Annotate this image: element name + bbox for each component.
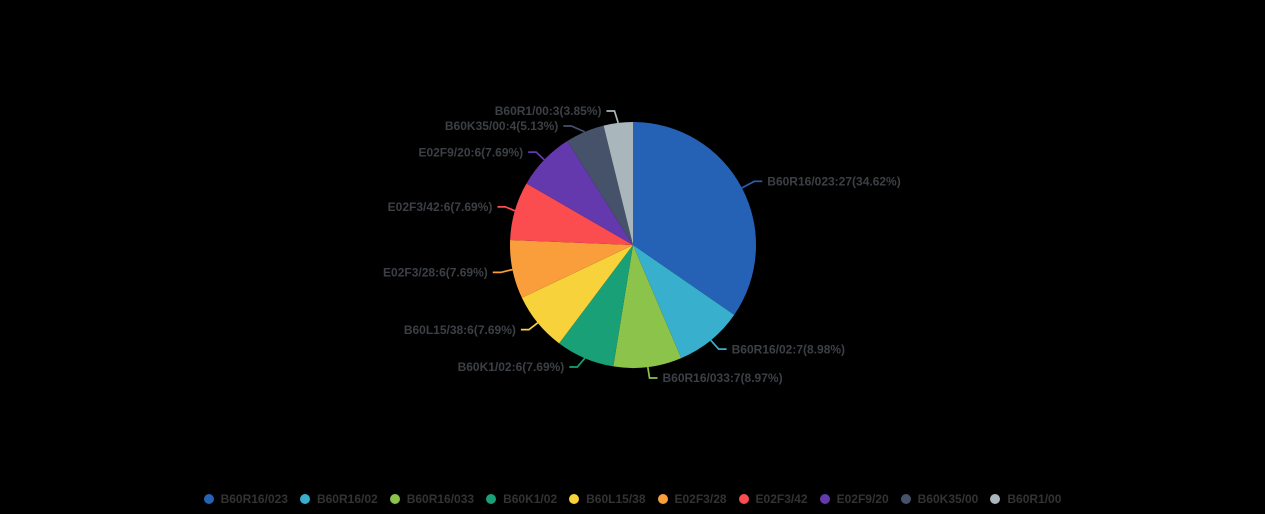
pie-label-E02F3/28: E02F3/28:6(7.69%) [383,266,488,280]
pie-label-B60R16/023: B60R16/023:27(34.62%) [767,175,900,189]
legend-label: B60R16/033 [406,492,475,506]
pie-slice-B60R16/02[interactable] [633,245,735,359]
label-line-B60K35/00 [563,125,586,133]
legend-label: B60R1/00 [1007,492,1062,506]
pie-slice-B60L15/38[interactable] [521,245,633,344]
pie-label-B60R1/00: B60R1/00:3(3.85%) [495,104,602,118]
label-line-B60K1/02 [569,357,586,368]
pie-slice-E02F9/20[interactable] [526,141,633,245]
label-line-B60L15/38 [520,322,539,331]
legend-dot-icon [486,494,497,504]
pie-label-B60R16/02: B60R16/02:7(8.98%) [732,342,845,356]
label-line-B60R16/02 [710,339,727,350]
legend-item-E02F3/28[interactable]: E02F3/28 [657,492,727,506]
label-line-E02F9/20 [528,151,545,161]
pie-label-E02F3/42: E02F3/42:6(7.69%) [388,200,493,214]
legend: B60R16/023 B60R16/02 B60R16/033 B60K1/02 B60… [0,492,1265,506]
pie-label-E02F9/20: E02F9/20:6(7.69%) [418,145,523,159]
legend-dot-icon [657,494,668,504]
legend-label: B60L15/38 [586,492,646,506]
label-line-B60R16/023 [741,180,763,189]
legend-label: E02F9/20 [836,492,889,506]
legend-item-B60L15/38[interactable]: B60L15/38 [569,492,646,506]
legend-dot-icon [569,494,580,504]
label-line-E02F3/28 [492,268,513,274]
pie-slice-B60K1/02[interactable] [559,245,633,367]
legend-label: E02F3/28 [674,492,727,506]
pie-slice-B60R1/00[interactable] [603,122,633,245]
legend-item-B60R16/033[interactable]: B60R16/033 [389,492,475,506]
label-line-E02F3/42 [497,206,516,212]
pie-label-B60K1/02: B60K1/02:6(7.69%) [458,360,565,374]
legend-item-E02F9/20[interactable]: E02F9/20 [819,492,889,506]
label-line-B60R1/00 [606,110,619,124]
legend-item-B60R16/023[interactable]: B60R16/023 [203,492,288,506]
pie-label-B60L15/38: B60L15/38:6(7.69%) [404,323,516,337]
pie-label-B60R16/033: B60R16/033:7(8.97%) [663,371,783,385]
legend-item-B60K35/00[interactable]: B60K35/00 [900,492,979,506]
label-line-B60R16/033 [646,366,658,379]
pie-slice-E02F3/42[interactable] [510,183,633,246]
pie-slice-B60K35/00[interactable] [567,125,633,245]
legend-dot-icon [203,494,214,504]
legend-dot-icon [819,494,830,504]
legend-dot-icon [738,494,749,504]
pie-slice-B60R16/023[interactable] [633,122,756,315]
legend-item-B60K1/02[interactable]: B60K1/02 [486,492,557,506]
legend-item-B60R16/02[interactable]: B60R16/02 [299,492,378,506]
legend-item-E02F3/42[interactable]: E02F3/42 [738,492,808,506]
pie-label-B60K35/00: B60K35/00:4(5.13%) [445,119,558,133]
legend-dot-icon [299,494,310,504]
legend-label: B60R16/023 [220,492,288,506]
legend-label: B60R16/02 [316,492,378,506]
legend-dot-icon [990,494,1001,504]
pie-slice-B60R16/033[interactable] [613,245,682,369]
legend-item-B60R1/00[interactable]: B60R1/00 [990,492,1061,506]
legend-label: E02F3/42 [755,492,808,506]
legend-label: B60K35/00 [917,492,979,506]
legend-dot-icon [389,494,400,504]
legend-label: B60K1/02 [503,492,558,506]
pie-slice-E02F3/28[interactable] [510,240,633,298]
legend-dot-icon [900,494,911,504]
